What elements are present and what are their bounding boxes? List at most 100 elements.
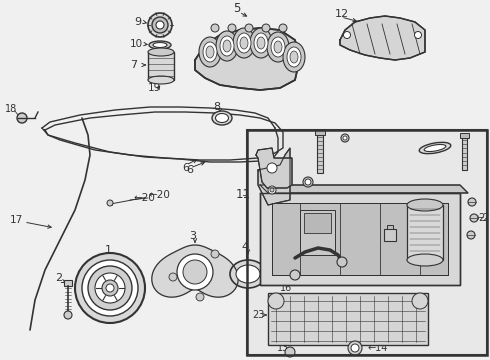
Ellipse shape bbox=[223, 40, 231, 52]
Circle shape bbox=[17, 113, 27, 123]
Ellipse shape bbox=[220, 36, 234, 56]
Bar bbox=[460, 133, 469, 138]
Polygon shape bbox=[260, 185, 468, 193]
Ellipse shape bbox=[216, 31, 238, 61]
Text: 6: 6 bbox=[186, 165, 193, 175]
Circle shape bbox=[82, 260, 138, 316]
Ellipse shape bbox=[236, 265, 260, 283]
Text: 13: 13 bbox=[277, 343, 289, 353]
Polygon shape bbox=[195, 28, 300, 90]
Ellipse shape bbox=[407, 254, 443, 266]
Text: ←20: ←20 bbox=[133, 193, 155, 203]
Text: 19: 19 bbox=[148, 83, 161, 93]
Bar bbox=[315, 129, 325, 135]
Bar bbox=[300, 210, 335, 255]
Bar bbox=[64, 280, 72, 286]
Ellipse shape bbox=[148, 48, 174, 56]
Text: 15: 15 bbox=[332, 270, 344, 280]
Circle shape bbox=[267, 163, 277, 173]
Circle shape bbox=[268, 293, 284, 309]
Ellipse shape bbox=[237, 33, 251, 53]
Circle shape bbox=[415, 31, 421, 39]
Circle shape bbox=[211, 250, 219, 258]
Text: 12: 12 bbox=[335, 9, 349, 19]
Polygon shape bbox=[152, 245, 238, 297]
Bar bbox=[462, 138, 467, 170]
Ellipse shape bbox=[233, 28, 255, 58]
Circle shape bbox=[106, 284, 114, 292]
Text: ←14: ←14 bbox=[368, 343, 389, 353]
Text: 9: 9 bbox=[134, 17, 141, 27]
Bar bbox=[317, 135, 323, 173]
Bar bbox=[268, 293, 428, 345]
Text: 11: 11 bbox=[236, 189, 251, 202]
Text: ←2: ←2 bbox=[476, 213, 490, 223]
Polygon shape bbox=[340, 16, 425, 60]
Ellipse shape bbox=[267, 32, 289, 62]
Ellipse shape bbox=[206, 46, 214, 58]
Circle shape bbox=[148, 13, 172, 37]
Circle shape bbox=[305, 179, 311, 185]
Text: 6: 6 bbox=[182, 163, 189, 173]
Text: 16: 16 bbox=[280, 283, 292, 293]
Circle shape bbox=[341, 134, 349, 142]
Ellipse shape bbox=[257, 37, 265, 49]
Circle shape bbox=[88, 266, 132, 310]
Polygon shape bbox=[272, 203, 448, 275]
Circle shape bbox=[303, 177, 313, 187]
Ellipse shape bbox=[274, 41, 282, 53]
Polygon shape bbox=[260, 193, 460, 285]
Bar bbox=[247, 130, 487, 355]
Ellipse shape bbox=[199, 37, 221, 67]
Polygon shape bbox=[258, 148, 290, 205]
Circle shape bbox=[102, 280, 118, 296]
Ellipse shape bbox=[283, 42, 305, 72]
Circle shape bbox=[177, 254, 213, 290]
Ellipse shape bbox=[424, 144, 446, 152]
Text: 2: 2 bbox=[55, 273, 62, 283]
Circle shape bbox=[262, 24, 270, 32]
Text: 5: 5 bbox=[233, 1, 241, 14]
Circle shape bbox=[348, 341, 362, 355]
Circle shape bbox=[152, 17, 168, 33]
Circle shape bbox=[337, 257, 347, 267]
Bar bbox=[384, 229, 396, 241]
Ellipse shape bbox=[212, 111, 232, 125]
Ellipse shape bbox=[407, 199, 443, 211]
Ellipse shape bbox=[419, 142, 451, 154]
Circle shape bbox=[351, 344, 359, 352]
Ellipse shape bbox=[250, 28, 272, 58]
Circle shape bbox=[228, 24, 236, 32]
Ellipse shape bbox=[203, 42, 217, 62]
Ellipse shape bbox=[240, 37, 248, 49]
Circle shape bbox=[75, 253, 145, 323]
Ellipse shape bbox=[153, 42, 167, 48]
Text: 3: 3 bbox=[190, 231, 196, 241]
Text: 17: 17 bbox=[10, 215, 23, 225]
Text: 22: 22 bbox=[398, 228, 411, 238]
Ellipse shape bbox=[254, 33, 268, 53]
Circle shape bbox=[467, 231, 475, 239]
Ellipse shape bbox=[230, 260, 266, 288]
Ellipse shape bbox=[290, 51, 298, 63]
Text: 10: 10 bbox=[130, 39, 143, 49]
Circle shape bbox=[343, 31, 350, 39]
Circle shape bbox=[470, 214, 478, 222]
Circle shape bbox=[107, 200, 113, 206]
Circle shape bbox=[412, 293, 428, 309]
Text: 8: 8 bbox=[213, 102, 220, 112]
Circle shape bbox=[468, 198, 476, 206]
Circle shape bbox=[169, 273, 177, 281]
Text: 1: 1 bbox=[104, 245, 112, 255]
Circle shape bbox=[95, 273, 125, 303]
Bar bbox=[387, 225, 393, 229]
Polygon shape bbox=[256, 148, 292, 188]
Circle shape bbox=[285, 347, 295, 357]
Ellipse shape bbox=[287, 47, 301, 67]
Text: 7: 7 bbox=[130, 60, 137, 70]
Text: 18: 18 bbox=[5, 104, 17, 114]
Circle shape bbox=[64, 311, 72, 319]
Text: ←20: ←20 bbox=[148, 190, 170, 200]
Circle shape bbox=[156, 21, 164, 29]
Circle shape bbox=[183, 260, 207, 284]
